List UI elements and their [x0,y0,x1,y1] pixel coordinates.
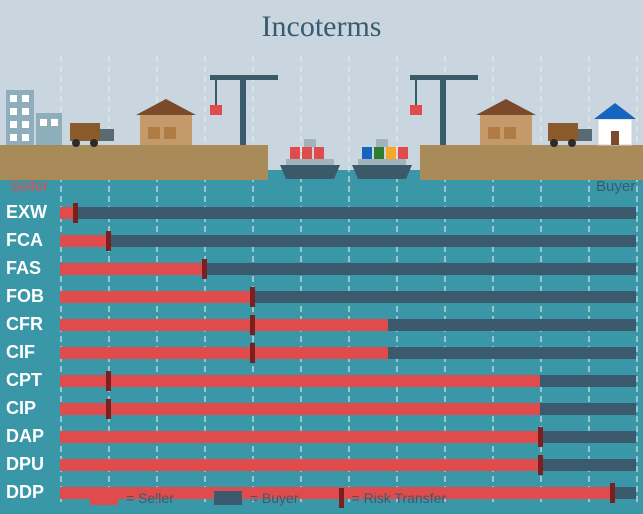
seller-segment [60,319,388,331]
seller-label: Seller [10,178,48,195]
seller-segment [60,263,204,275]
incoterm-row: CIP [0,396,643,424]
legend-risk: = Risk Transfer [339,488,447,508]
incoterm-code: DAP [6,426,44,447]
risk-transfer-mark [202,259,207,279]
risk-transfer-mark [538,455,543,475]
incoterm-row: FAS [0,256,643,284]
risk-transfer-mark [106,231,111,251]
buyer-segment [540,431,636,443]
incoterm-code: FOB [6,286,44,307]
incoterm-code: FAS [6,258,41,279]
legend-buyer: = Buyer [214,490,299,506]
risk-transfer-mark [538,427,543,447]
seller-segment [60,347,388,359]
buyer-segment [252,291,636,303]
incoterm-rows: EXW FCA FAS FOB CFR CIF CPT CIP DAP DPU DDP [0,200,643,508]
incoterm-code: CIF [6,342,35,363]
risk-transfer-mark [250,343,255,363]
buyer-segment [388,347,636,359]
seller-segment [60,291,252,303]
dock-left [0,145,268,180]
incoterm-row: CIF [0,340,643,368]
risk-transfer-mark [73,203,78,223]
buyer-segment [540,375,636,387]
incoterm-row: EXW [0,200,643,228]
risk-transfer-mark [250,287,255,307]
incoterm-code: DPU [6,454,44,475]
legend-buyer-swatch [214,491,242,505]
buyer-label: Buyer [596,178,635,195]
risk-transfer-mark [250,315,255,335]
dock-right [420,145,643,180]
incoterm-code: CFR [6,314,43,335]
legend-seller: = Seller [90,490,174,506]
incoterm-code: CIP [6,398,36,419]
buyer-segment [540,403,636,415]
seller-segment [60,459,540,471]
incoterm-code: FCA [6,230,43,251]
incoterm-code: EXW [6,202,47,223]
buyer-segment [75,207,636,219]
incoterm-code: CPT [6,370,42,391]
incoterm-row: CPT [0,368,643,396]
legend-seller-swatch [90,491,118,505]
legend-risk-swatch [339,488,344,508]
buyer-segment [108,235,636,247]
title: Incoterms [0,10,643,44]
buyer-segment [204,263,636,275]
incoterm-row: DAP [0,424,643,452]
incoterm-code: DDP [6,482,44,503]
incoterm-row: CFR [0,312,643,340]
legend: = Seller = Buyer = Risk Transfer [90,488,623,508]
incoterm-row: FOB [0,284,643,312]
legend-buyer-text: = Buyer [250,490,299,506]
buyer-segment [540,459,636,471]
incoterm-row: FCA [0,228,643,256]
risk-transfer-mark [106,371,111,391]
buyer-segment [388,319,636,331]
legend-risk-text: = Risk Transfer [352,490,447,506]
incoterm-row: DPU [0,452,643,480]
risk-transfer-mark [106,399,111,419]
incoterms-infographic: Incoterms Seller Buyer EXW FCA FAS FOB CFR CI… [0,0,643,514]
legend-seller-text: = Seller [126,490,174,506]
seller-segment [60,403,540,415]
seller-segment [60,235,108,247]
seller-segment [60,431,540,443]
seller-segment [60,375,540,387]
